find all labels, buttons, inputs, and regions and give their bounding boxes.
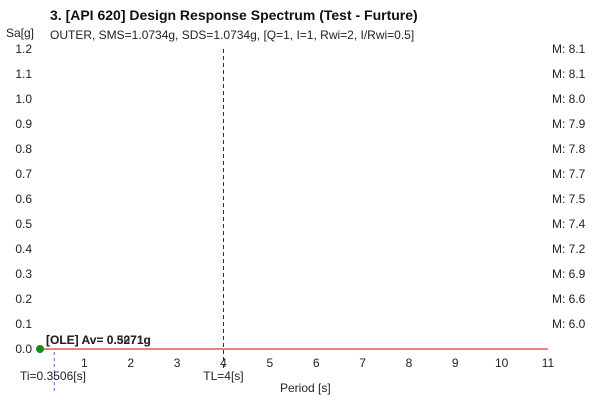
x-tick-label: 7 (359, 356, 366, 370)
y-tick-label: 0.0 (15, 342, 32, 356)
ole-label-overlap: [OLE] Av= 0.3071g (46, 333, 151, 347)
right-magnitude-label: M: 8.1 (552, 67, 586, 81)
x-tick-label: 3 (174, 356, 181, 370)
y-tick-label: 0.4 (15, 242, 32, 256)
y-tick-label: 1.0 (15, 92, 32, 106)
y-tick-label: 1.2 (15, 42, 32, 56)
y-tick-label: 0.7 (15, 167, 32, 181)
ti-label: Ti=0.3506[s] (20, 369, 86, 383)
y-tick-label: 0.2 (15, 292, 32, 306)
y-tick-label: 0.6 (15, 192, 32, 206)
x-tick-label: 2 (127, 356, 134, 370)
x-tick-label: 4 (220, 356, 227, 370)
x-axis-label: Period [s] (280, 381, 331, 395)
right-magnitude-label: M: 7.2 (552, 242, 586, 256)
y-tick-label: 0.3 (15, 267, 32, 281)
y-tick-label: 1.1 (15, 67, 32, 81)
ole-point-label: [OLE] Av= 0.5271g (46, 333, 151, 347)
y-tick-label: 0.5 (15, 217, 32, 231)
y-tick-label: 0.1 (15, 317, 32, 331)
right-magnitude-label: M: 7.9 (552, 117, 586, 131)
y-tick-label: 0.8 (15, 142, 32, 156)
right-magnitude-label: M: 8.0 (552, 92, 586, 106)
right-magnitude-label: M: 8.1 (552, 42, 586, 56)
right-magnitude-label: M: 6.0 (552, 317, 586, 331)
right-magnitude-label: M: 7.8 (552, 142, 586, 156)
right-magnitude-label: M: 7.4 (552, 217, 586, 231)
right-magnitude-label: M: 6.6 (552, 292, 586, 306)
chart-subtitle: OUTER, SMS=1.0734g, SDS=1.0734g, [Q=1, I… (50, 28, 415, 42)
x-tick-label: 5 (266, 356, 273, 370)
x-tick-label: 10 (495, 356, 509, 370)
right-magnitude-label: M: 6.9 (552, 267, 586, 281)
x-tick-label: 8 (406, 356, 413, 370)
y-axis-label: Sa[g] (6, 26, 35, 40)
chart-title: 3. [API 620] Design Response Spectrum (T… (50, 7, 418, 23)
right-magnitude-label: M: 7.5 (552, 192, 586, 206)
x-tick-label: 11 (542, 356, 555, 370)
x-tick-label: 1 (81, 356, 88, 370)
y-tick-label: 0.9 (15, 117, 32, 131)
ole-data-point (36, 345, 44, 353)
x-tick-label: 6 (313, 356, 320, 370)
tl-label: TL=4[s] (203, 369, 243, 383)
x-tick-label: 9 (452, 356, 459, 370)
right-magnitude-label: M: 7.7 (552, 167, 586, 181)
